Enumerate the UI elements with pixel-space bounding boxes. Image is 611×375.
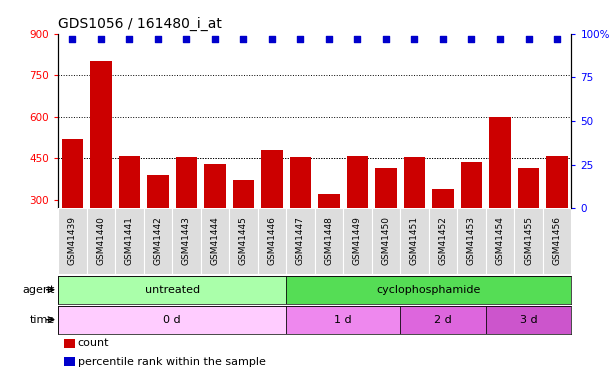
Text: GSM41439: GSM41439 [68, 216, 77, 265]
Bar [347, 156, 368, 283]
Text: GSM41441: GSM41441 [125, 216, 134, 265]
Point [467, 36, 477, 42]
Bar [233, 180, 254, 283]
Bar [144, 208, 172, 274]
Text: 0 d: 0 d [163, 315, 181, 325]
Text: agent: agent [23, 285, 55, 295]
Text: percentile rank within the sample: percentile rank within the sample [78, 357, 265, 367]
Bar [147, 175, 169, 283]
Text: GSM41451: GSM41451 [410, 216, 419, 265]
Bar [58, 208, 87, 274]
Text: GSM41446: GSM41446 [268, 216, 276, 265]
Text: GSM41445: GSM41445 [239, 216, 248, 265]
Bar [404, 157, 425, 283]
Bar [514, 208, 543, 274]
Point [353, 36, 362, 42]
Bar [87, 208, 115, 274]
Point [125, 36, 134, 42]
Text: 2 d: 2 d [434, 315, 452, 325]
Bar [172, 208, 200, 274]
Point [153, 36, 163, 42]
Bar [318, 194, 340, 283]
Bar [400, 208, 429, 274]
Bar [58, 276, 286, 304]
Bar [90, 62, 112, 283]
Point [238, 36, 248, 42]
Bar [119, 156, 140, 283]
Text: GSM41454: GSM41454 [496, 216, 505, 265]
Bar [229, 208, 258, 274]
Bar [433, 189, 454, 283]
Point [210, 36, 220, 42]
Text: GSM41450: GSM41450 [381, 216, 390, 265]
Text: GSM41449: GSM41449 [353, 216, 362, 265]
Text: GSM41442: GSM41442 [153, 216, 163, 265]
Bar [200, 208, 229, 274]
Text: time: time [30, 315, 55, 325]
Text: count: count [78, 338, 109, 348]
Bar [486, 306, 571, 334]
Bar [489, 117, 511, 283]
Bar [400, 306, 486, 334]
Bar [115, 208, 144, 274]
Bar [258, 208, 286, 274]
Text: untreated: untreated [145, 285, 200, 295]
Bar [371, 208, 400, 274]
Point [524, 36, 533, 42]
Text: GSM41456: GSM41456 [552, 216, 562, 265]
Bar [262, 150, 283, 283]
Text: 1 d: 1 d [334, 315, 352, 325]
Text: GDS1056 / 161480_i_at: GDS1056 / 161480_i_at [58, 17, 222, 31]
Point [381, 36, 391, 42]
Text: GSM41448: GSM41448 [324, 216, 334, 265]
Text: GSM41452: GSM41452 [439, 216, 447, 265]
Text: GSM41440: GSM41440 [97, 216, 105, 265]
Text: GSM41443: GSM41443 [182, 216, 191, 265]
Bar [518, 168, 540, 283]
Text: GSM41453: GSM41453 [467, 216, 476, 265]
Bar [176, 157, 197, 283]
Bar [486, 208, 514, 274]
Bar [343, 208, 371, 274]
Point [67, 36, 77, 42]
Point [438, 36, 448, 42]
Bar [429, 208, 457, 274]
Bar [543, 208, 571, 274]
Text: 3 d: 3 d [520, 315, 537, 325]
Point [181, 36, 191, 42]
Point [495, 36, 505, 42]
Bar [286, 276, 571, 304]
Point [409, 36, 419, 42]
Bar [375, 168, 397, 283]
Point [324, 36, 334, 42]
Bar [461, 162, 482, 283]
Bar [457, 208, 486, 274]
Bar [204, 164, 225, 283]
Text: GSM41455: GSM41455 [524, 216, 533, 265]
Bar [62, 139, 83, 283]
Bar [286, 208, 315, 274]
Bar [286, 306, 400, 334]
Bar [290, 157, 311, 283]
Bar [546, 156, 568, 283]
Point [267, 36, 277, 42]
Text: GSM41444: GSM41444 [210, 216, 219, 265]
Bar [58, 306, 286, 334]
Point [296, 36, 306, 42]
Text: cyclophosphamide: cyclophosphamide [376, 285, 481, 295]
Point [96, 36, 106, 42]
Bar [315, 208, 343, 274]
Text: GSM41447: GSM41447 [296, 216, 305, 265]
Point [552, 36, 562, 42]
